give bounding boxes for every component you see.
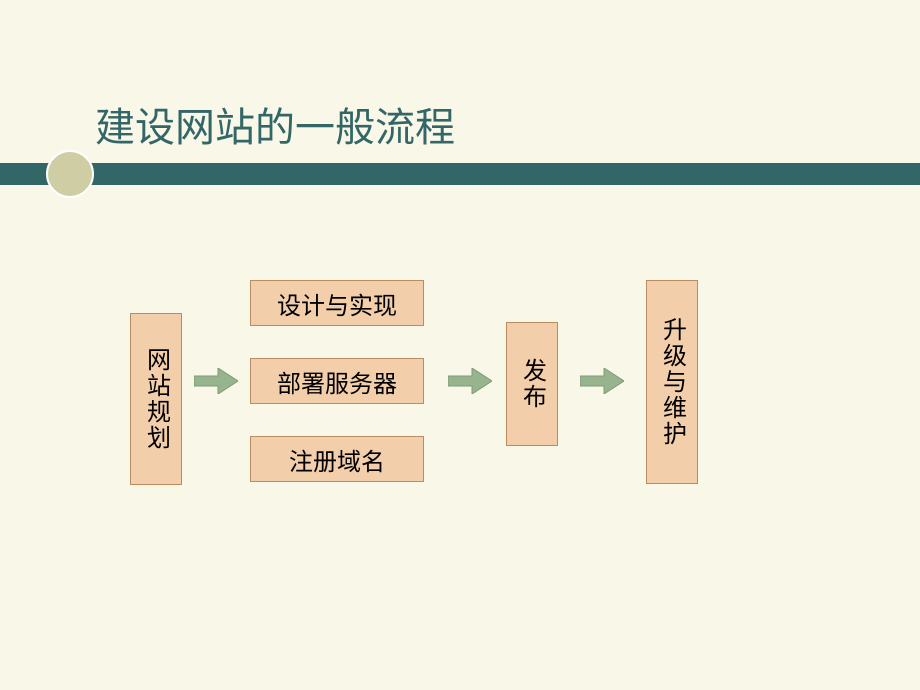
node-publish: 发布 bbox=[506, 322, 558, 446]
title-bar bbox=[0, 163, 920, 185]
node-maintain-label: 升级与维护 bbox=[655, 317, 690, 447]
node-design-label: 设计与实现 bbox=[277, 286, 397, 321]
arrow-1 bbox=[194, 368, 238, 394]
title-dot bbox=[46, 150, 94, 198]
arrow-3 bbox=[580, 368, 624, 394]
node-deploy: 部署服务器 bbox=[250, 358, 424, 404]
page-title: 建设网站的一般流程 bbox=[95, 95, 455, 153]
node-domain: 注册域名 bbox=[250, 436, 424, 482]
node-planning: 网站规划 bbox=[130, 313, 182, 485]
node-deploy-label: 部署服务器 bbox=[277, 364, 397, 399]
node-planning-label: 网站规划 bbox=[139, 347, 174, 451]
slide: 建设网站的一般流程 网站规划 设计与实现 部署服务器 注册域名 发布 升级与维护 bbox=[0, 0, 920, 690]
node-domain-label: 注册域名 bbox=[289, 442, 385, 477]
node-publish-label: 发布 bbox=[515, 358, 550, 410]
node-design: 设计与实现 bbox=[250, 280, 424, 326]
arrow-2 bbox=[448, 368, 492, 394]
node-maintain: 升级与维护 bbox=[646, 280, 698, 484]
